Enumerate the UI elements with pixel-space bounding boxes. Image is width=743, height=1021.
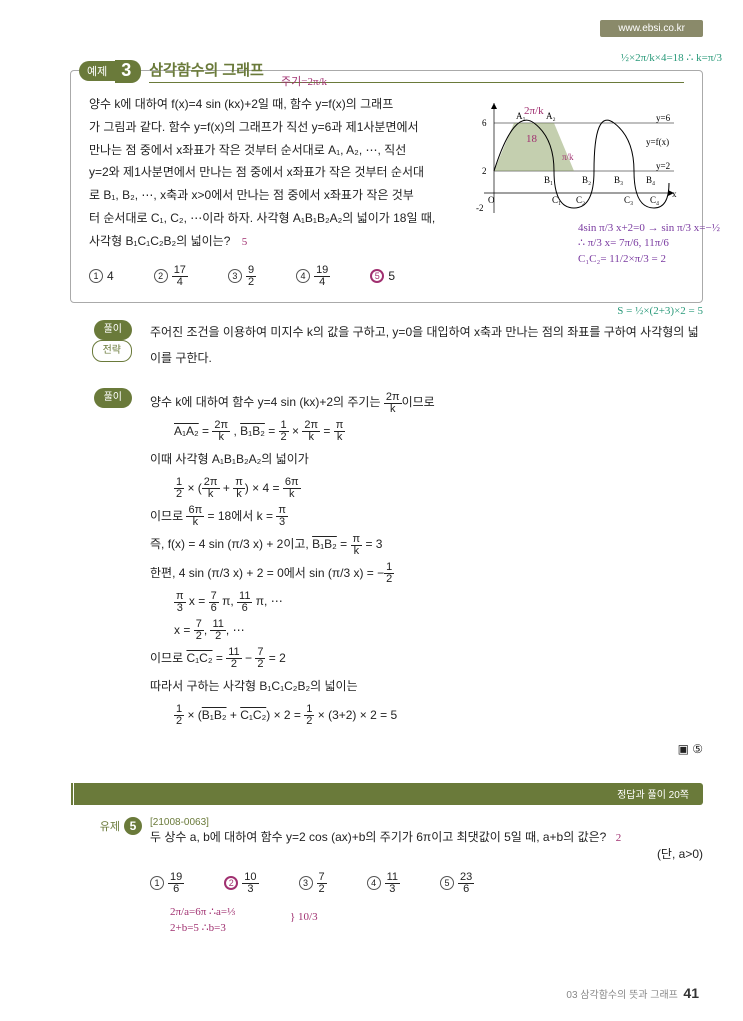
svg-text:6: 6: [482, 118, 487, 128]
problem-text: 양수 k에 대하여 f(x)=4 sin (kx)+2일 때, 함수 y=f(x…: [89, 93, 464, 253]
practice-choices: 1196 2103 372 4113 5236: [150, 872, 703, 895]
svg-text:A₂: A₂: [546, 111, 556, 121]
choice-4[interactable]: 4194: [296, 265, 330, 288]
svg-text:y=2: y=2: [656, 161, 670, 171]
strategy-text: 주어진 조건을 이용하여 미지수 k의 값을 구하고, y=0을 대입하여 x축…: [150, 319, 703, 372]
svg-text:B₃: B₃: [614, 175, 623, 185]
strategy-badge: 풀이: [94, 320, 132, 340]
svg-text:C₂: C₂: [576, 195, 585, 205]
handnote: 2+b=5 ∴b=3: [170, 921, 226, 934]
svg-text:C₃: C₃: [624, 195, 633, 205]
handnote: 4sin π/3 x+2=0 → sin π/3 x=−½ ∴ π/3 x= 7…: [578, 221, 728, 267]
svg-text:2: 2: [482, 166, 487, 176]
example-title-row: 예제 3 삼각함수의 그래프: [79, 59, 684, 83]
handnote: 18: [526, 129, 537, 150]
handnote: 주기=2π/k: [281, 73, 327, 89]
handnote: S = ½×(2+3)×2 = 5: [617, 305, 703, 317]
svg-text:x: x: [672, 189, 677, 199]
handnote: 2: [616, 832, 622, 844]
handnote: ½×2π/k×4=18 ∴ k=π/3: [621, 51, 722, 64]
example-title: 삼각함수의 그래프: [149, 59, 684, 83]
example-choices: 14 2174 392 4194 55: [89, 265, 684, 288]
answer-bar: 정답과 풀이 20쪽: [70, 783, 703, 805]
svg-text:B₁: B₁: [544, 175, 553, 185]
choice-1[interactable]: 14: [89, 265, 114, 288]
svg-text:-2: -2: [476, 203, 484, 213]
handnote: 2π/a=6π ∴a=⅓: [170, 905, 235, 918]
handnote: 2π/k: [524, 101, 544, 122]
practice-code: [21008-0063]: [150, 817, 703, 828]
svg-text:y=f(x): y=f(x): [646, 137, 669, 147]
answer-mark: ▣ ⑤: [678, 736, 703, 762]
choice-1[interactable]: 1196: [150, 872, 184, 895]
line: 터 순서대로 C₁, C₂, ⋯이라 하자. 사각형 A₁B₁B₂A₂의 넓이가…: [89, 207, 464, 230]
strategy-row: 풀이전략 주어진 조건을 이용하여 미지수 k의 값을 구하고, y=0을 대입…: [70, 319, 703, 372]
practice-row: 유제 5 [21008-0063] 두 상수 a, b에 대하여 함수 y=2 …: [70, 817, 703, 895]
choice-3[interactable]: 372: [299, 872, 327, 895]
svg-text:C₄: C₄: [650, 195, 659, 205]
practice-text: 두 상수 a, b에 대하여 함수 y=2 cos (ax)+b의 주기가 6π…: [150, 828, 703, 845]
footer: 03 삼각함수의 뜻과 그래프 41: [70, 985, 703, 1001]
svg-text:O: O: [488, 195, 495, 205]
line: y=2와 제1사분면에서 만나는 점 중에서 x좌표가 작은 것부터 순서대: [89, 161, 464, 184]
line: 사각형 B₁C₁C₂B₂의 넓이는? 5: [89, 230, 464, 253]
graph: 6 2 -2 y=6 y=f(x) y=2 O A₁ A₂ B₁ B₂ B₃ B…: [474, 93, 684, 223]
handnote: π/k: [562, 149, 574, 166]
handnote: 5: [242, 236, 248, 248]
choice-5[interactable]: 55: [370, 265, 395, 288]
svg-text:y=6: y=6: [656, 113, 671, 123]
choice-2[interactable]: 2174: [154, 265, 188, 288]
line: 가 그림과 같다. 함수 y=f(x)의 그래프가 직선 y=6과 제1사분면에…: [89, 116, 464, 139]
practice-badge: 유제 5: [100, 817, 142, 835]
strategy-badge2: 전략: [92, 340, 132, 362]
practice-cond: (단, a>0): [150, 845, 703, 862]
example-box: ½×2π/k×4=18 ∴ k=π/3 주기=2π/k 예제 3 삼각함수의 그…: [70, 70, 703, 303]
choice-3[interactable]: 392: [228, 265, 256, 288]
solution-badge: 풀이: [94, 388, 132, 408]
url-tab: www.ebsi.co.kr: [600, 20, 703, 37]
svg-text:B₄: B₄: [646, 175, 655, 185]
choice-4[interactable]: 4113: [367, 872, 400, 895]
example-number: 3: [115, 60, 141, 83]
example-badge: 예제: [79, 61, 115, 81]
svg-text:B₂: B₂: [582, 175, 591, 185]
svg-text:C₁: C₁: [552, 195, 561, 205]
solution-body: 양수 k에 대하여 함수 y=4 sin (kx)+2의 주기는 2πk이므로 …: [150, 387, 703, 762]
page: www.ebsi.co.kr ½×2π/k×4=18 ∴ k=π/3 주기=2π…: [0, 0, 743, 1021]
graph-svg: 6 2 -2 y=6 y=f(x) y=2 O A₁ A₂ B₁ B₂ B₃ B…: [474, 93, 684, 223]
line: 만나는 점 중에서 x좌표가 작은 것부터 순서대로 A₁, A₂, ⋯, 직선: [89, 139, 464, 162]
line: 양수 k에 대하여 f(x)=4 sin (kx)+2일 때, 함수 y=f(x…: [89, 93, 464, 116]
line: 로 B₁, B₂, ⋯, x축과 x>0에서 만나는 점 중에서 x좌표가 작은…: [89, 184, 464, 207]
choice-2[interactable]: 2103: [224, 872, 258, 895]
choice-5[interactable]: 5236: [440, 872, 474, 895]
solution-row: 풀이 양수 k에 대하여 함수 y=4 sin (kx)+2의 주기는 2πk이…: [70, 387, 703, 762]
handnote: } 10/3: [290, 911, 318, 923]
